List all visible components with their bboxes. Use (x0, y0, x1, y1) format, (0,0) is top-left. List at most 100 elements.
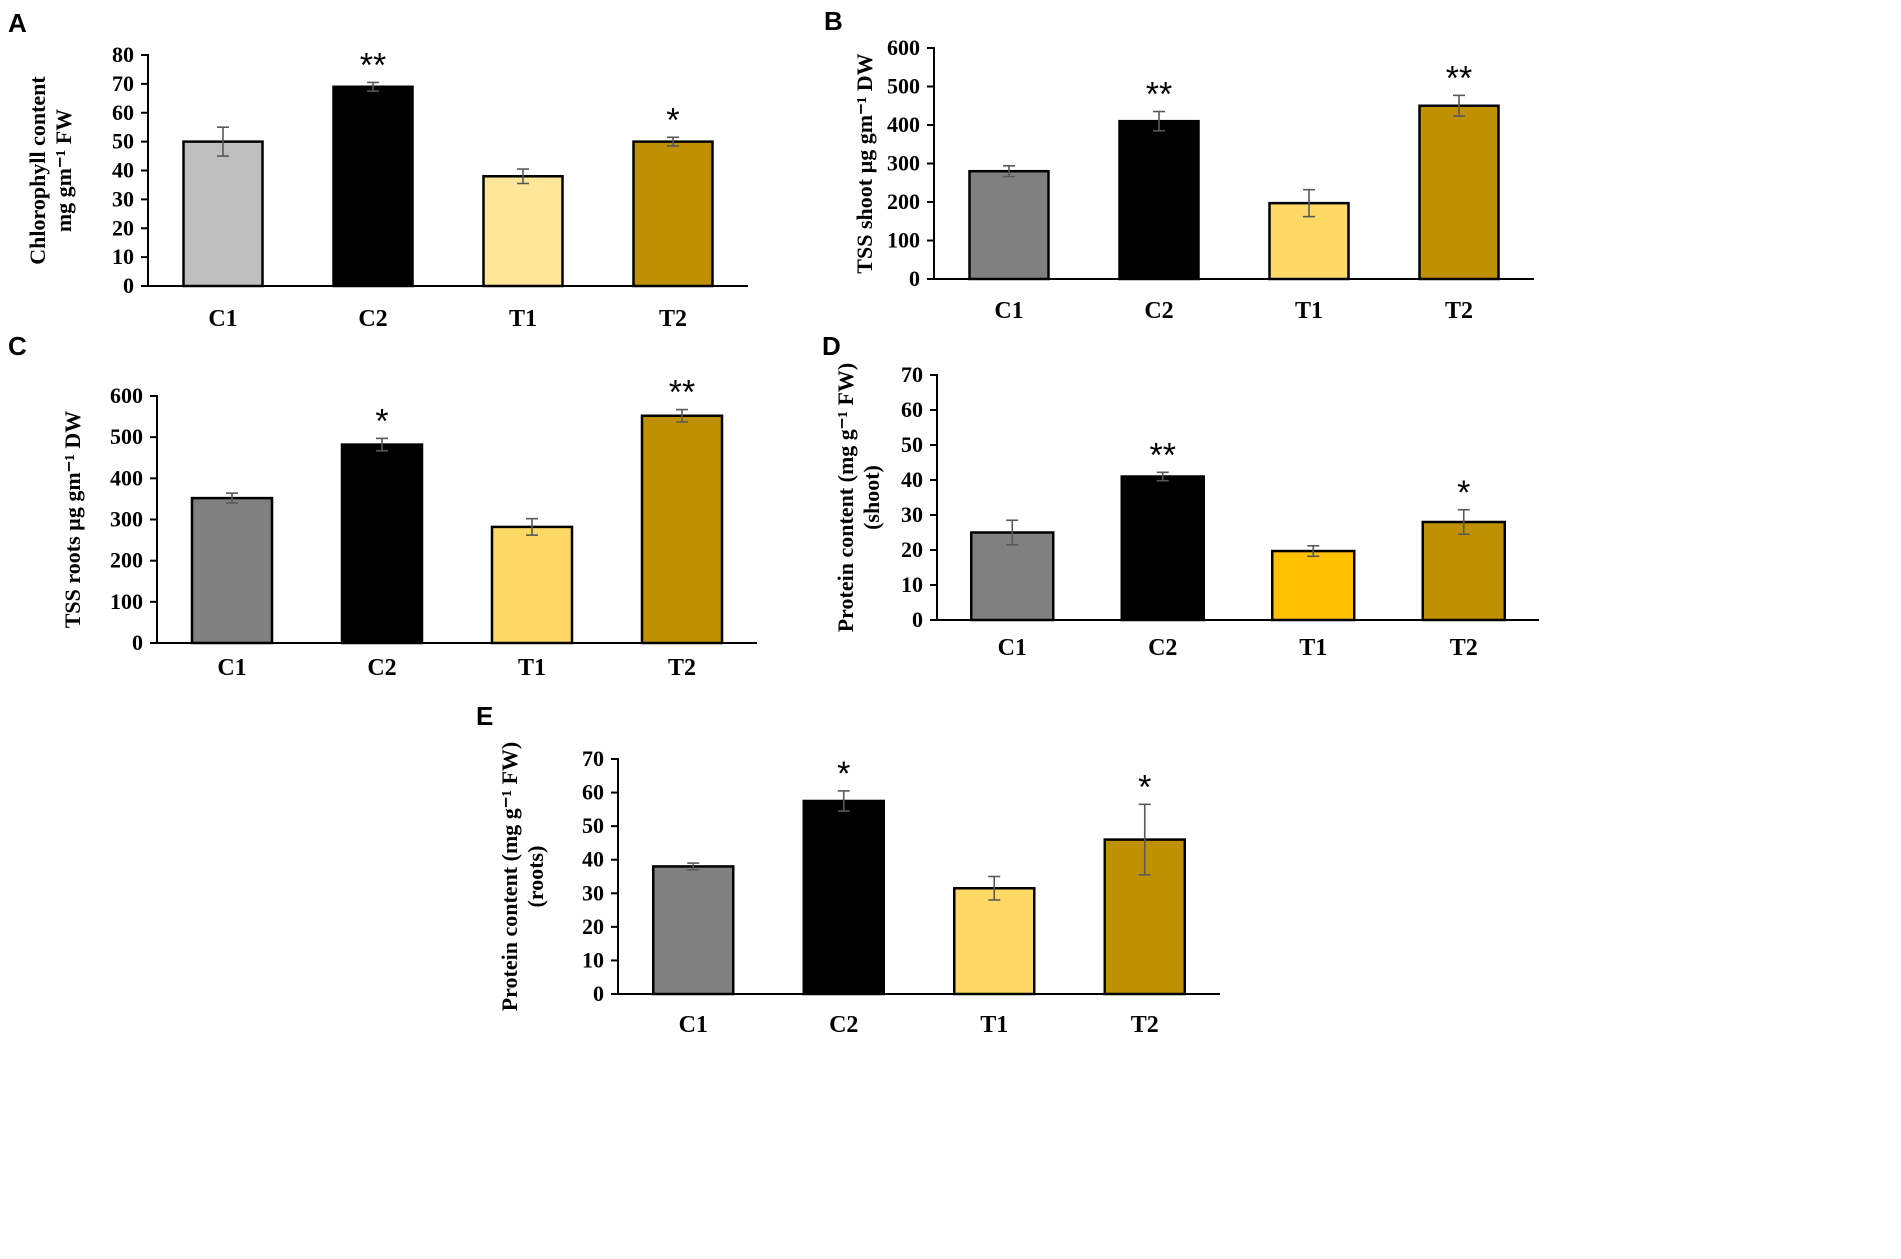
bar-c1 (968, 169, 1050, 281)
y-tick-label: 0 (123, 273, 134, 298)
y-axis-title: TSS shoot µg gm⁻¹ DW (852, 53, 877, 273)
y-tick-label: 200 (887, 189, 920, 214)
category-label: T1 (1295, 298, 1323, 324)
y-tick-label: 70 (901, 362, 923, 387)
category-label: C2 (358, 306, 387, 332)
y-tick-label: 10 (901, 572, 923, 597)
panel-label: B (824, 6, 843, 36)
bar-t1 (1271, 549, 1356, 622)
y-tick-label: 40 (901, 467, 923, 492)
y-tick-label: 0 (132, 630, 143, 655)
bar-t2 (632, 140, 714, 288)
y-tick-label: 20 (112, 215, 134, 240)
panel-label: C (8, 331, 27, 361)
bar-t1 (490, 525, 574, 645)
category-label: T1 (518, 655, 546, 681)
y-tick-label: 400 (887, 112, 920, 137)
y-tick-label: 50 (582, 813, 604, 838)
y-tick-label: 500 (110, 424, 143, 449)
category-label: C2 (367, 655, 396, 681)
y-tick-label: 30 (582, 880, 604, 905)
category-label: T2 (659, 306, 687, 332)
y-tick-label: 600 (887, 35, 920, 60)
y-axis-title: (roots) (523, 846, 548, 908)
y-tick-label: 20 (582, 914, 604, 939)
category-label: C2 (829, 1012, 858, 1038)
y-tick-label: 30 (112, 186, 134, 211)
y-tick-label: 50 (901, 432, 923, 457)
bar-t2 (1421, 520, 1506, 622)
y-tick-label: 60 (901, 397, 923, 422)
y-tick-label: 10 (582, 947, 604, 972)
significance-marker: * (375, 402, 388, 440)
significance-marker: * (666, 101, 679, 139)
y-axis-title: Chlorophyll content (25, 76, 50, 265)
bar-t2 (640, 414, 724, 645)
category-label: C1 (217, 655, 246, 681)
panel-e: E C1 * C2 T1 * T2 0 10 20 30 40 50 60 70 Protein conten… (476, 701, 1220, 1038)
y-tick-label: 0 (593, 981, 604, 1006)
y-tick-label: 300 (110, 507, 143, 532)
panel-label: A (8, 8, 27, 38)
y-tick-label: 80 (112, 42, 134, 67)
category-label: C1 (998, 635, 1027, 661)
category-label: T2 (668, 655, 696, 681)
y-tick-label: 70 (582, 746, 604, 771)
y-tick-label: 500 (887, 74, 920, 99)
y-tick-label: 30 (901, 502, 923, 527)
y-tick-label: 300 (887, 151, 920, 176)
y-tick-label: 0 (909, 266, 920, 291)
bar-c2 (340, 443, 424, 645)
panel-d: D C1 ** C2 T1 * T2 0 10 20 30 40 50 60 70 Protein conte… (822, 331, 1539, 661)
bar-t2 (1418, 104, 1500, 281)
significance-marker: ** (1446, 59, 1472, 97)
y-tick-label: 70 (112, 71, 134, 96)
panel-c: C C1 * C2 T1 ** T2 0 100 200 300 400 500 600 TSS roots… (8, 331, 757, 681)
y-axis-title: Protein content (mg g⁻¹ FW) (833, 363, 858, 633)
category-label: T1 (980, 1012, 1008, 1038)
bar-c1 (970, 531, 1055, 622)
significance-marker: * (837, 755, 850, 793)
category-label: C1 (208, 306, 237, 332)
significance-marker: ** (1150, 436, 1176, 474)
y-tick-label: 10 (112, 244, 134, 269)
panel-label: D (822, 331, 841, 361)
y-tick-label: 50 (112, 129, 134, 154)
category-label: T2 (1445, 298, 1473, 324)
bar-c2 (1120, 475, 1205, 622)
category-label: T2 (1131, 1012, 1159, 1038)
bar-t1 (953, 887, 1036, 996)
bar-c1 (190, 496, 274, 645)
significance-marker: * (1457, 474, 1470, 512)
category-label: C1 (994, 298, 1023, 324)
bar-c1 (182, 140, 264, 288)
y-tick-label: 100 (887, 228, 920, 253)
y-axis-title: (shoot) (859, 465, 884, 530)
y-axis-title: mg gm⁻¹ FW (51, 109, 76, 232)
significance-marker: ** (669, 374, 695, 412)
bar-c2 (332, 85, 414, 288)
category-label: C1 (679, 1012, 708, 1038)
y-tick-label: 60 (112, 100, 134, 125)
bar-c1 (652, 865, 735, 996)
y-tick-label: 0 (912, 607, 923, 632)
y-tick-label: 60 (582, 780, 604, 805)
y-tick-label: 20 (901, 537, 923, 562)
y-tick-label: 40 (582, 847, 604, 872)
panel-a: A C1 ** C2 T1 * T2 0 10 20 30 40 50 60 70 80 Chlorophyll… (8, 8, 748, 332)
category-label: T2 (1450, 635, 1478, 661)
bar-t1 (482, 175, 564, 288)
y-tick-label: 400 (110, 465, 143, 490)
bar-c2 (802, 799, 885, 996)
significance-marker: * (1138, 768, 1151, 806)
y-axis-title: Protein content (mg g⁻¹ FW) (497, 742, 522, 1012)
y-tick-label: 600 (110, 383, 143, 408)
significance-marker: ** (1146, 76, 1172, 114)
y-tick-label: 200 (110, 548, 143, 573)
category-label: C2 (1144, 298, 1173, 324)
significance-marker: ** (360, 46, 386, 84)
y-axis-title: TSS roots µg gm⁻¹ DW (60, 411, 85, 629)
y-tick-label: 40 (112, 158, 134, 183)
category-label: C2 (1148, 635, 1177, 661)
